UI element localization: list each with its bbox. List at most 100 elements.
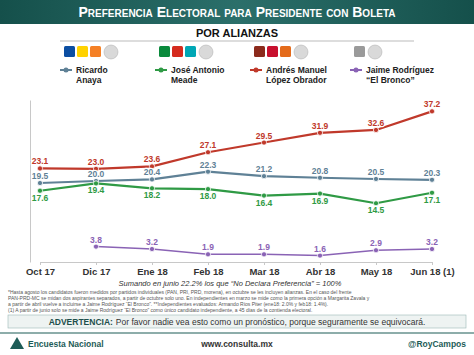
- subtitle: POR ALIANZAS: [196, 27, 278, 39]
- data-label: 14.5: [368, 205, 385, 215]
- data-label: 1.9: [202, 242, 214, 252]
- series-marker: [261, 252, 266, 257]
- series-marker: [373, 248, 378, 253]
- data-label: 23.1: [32, 156, 49, 166]
- data-label: 3.8: [90, 235, 102, 245]
- x-tick-label: Abr 18: [306, 266, 336, 277]
- data-label: 17.6: [32, 193, 49, 203]
- x-axis: Oct 17 Dic 17 Ene 18 Feb 18 Mar 18 Abr 18 May …: [26, 262, 455, 277]
- x-tick: Oct 17: [26, 262, 55, 277]
- data-label: 27.1: [200, 140, 217, 150]
- series-marker: [93, 244, 98, 249]
- data-label: 2.9: [370, 238, 382, 248]
- x-tick: Mar 18: [249, 262, 279, 277]
- data-label: 16.4: [256, 198, 273, 208]
- data-label: 32.6: [368, 118, 385, 128]
- data-labels: 19.5 20.0 20.4 22.3 21.2 20.8 20.5 20.3 17.6 19.4…: [32, 99, 441, 253]
- data-label: 19.5: [32, 171, 49, 181]
- data-label: 23.0: [88, 157, 105, 167]
- legend-swatch-marker: [254, 68, 259, 73]
- legend-entry: Andrés ManuelLópez Obrador: [250, 45, 327, 85]
- x-tick-mark: [432, 262, 433, 265]
- data-label: 20.5: [368, 167, 385, 177]
- footer-survey: Encuesta Nacional: [28, 339, 104, 349]
- candidate-photo: [294, 45, 308, 59]
- sum-note: Sumando en junio 22.2% los que “No Decla…: [119, 279, 342, 288]
- series-marker: [149, 246, 154, 251]
- data-label: 1.6: [314, 244, 326, 254]
- series-marker: [205, 252, 210, 257]
- title: Preferencia Electoral para Presidente co…: [78, 4, 395, 20]
- legend-label-line: Jaime Rodríguez: [366, 65, 434, 75]
- data-label: 19.4: [88, 185, 105, 195]
- data-label: 22.3: [200, 160, 217, 170]
- data-label: 37.2: [424, 99, 441, 109]
- data-label: 20.3: [424, 168, 441, 178]
- legend-label-line: José Antonio: [171, 65, 225, 75]
- legend-label-line: “El Bronco”: [366, 75, 415, 85]
- annotations: Sumando en junio 22.2% los que “No Decla…: [8, 279, 370, 313]
- data-label: 16.9: [312, 196, 329, 206]
- data-label: 3.2: [146, 237, 158, 247]
- legend-label: José AntonioMeade: [171, 65, 225, 85]
- data-label: 23.6: [144, 154, 161, 164]
- party-logo: [172, 46, 183, 57]
- data-label: 18.0: [200, 191, 217, 201]
- series-marker: [261, 174, 266, 179]
- party-logo: [77, 46, 88, 57]
- x-tick: Abr 18: [306, 262, 336, 277]
- party-logo: [64, 46, 75, 57]
- legend: RicardoAnaya José AntonioMeade Andrés Manu…: [60, 45, 434, 85]
- series-marker: [37, 180, 42, 185]
- warning: ADVERTENCIA:Por favor nadie vea esto com…: [49, 317, 426, 327]
- legend-label: RicardoAnaya: [76, 65, 108, 85]
- series-marker: [261, 140, 266, 145]
- x-tick-mark: [208, 262, 209, 265]
- legend-swatch-marker: [159, 68, 164, 73]
- x-tick: May 18: [361, 262, 393, 277]
- data-label: 20.0: [88, 169, 105, 179]
- party-logo: [90, 46, 101, 57]
- legend-label: Jaime Rodríguez“El Bronco”: [366, 65, 434, 85]
- x-tick-mark: [152, 262, 153, 265]
- legend-label-line: Anaya: [76, 75, 102, 85]
- series-marker: [373, 127, 378, 132]
- series-marker: [373, 176, 378, 181]
- series-marker: [317, 130, 322, 135]
- x-tick-label: May 18: [361, 266, 393, 277]
- footer-handle: @RoyCampos: [408, 339, 466, 349]
- legend-label-line: Ricardo: [76, 65, 108, 75]
- data-label: 17.1: [424, 195, 441, 205]
- x-tick-label: Dic 17: [83, 266, 111, 277]
- data-label: 20.8: [312, 166, 329, 176]
- x-tick-label: Feb 18: [193, 266, 223, 277]
- party-logo: [267, 46, 278, 57]
- x-tick: Ene 18: [137, 262, 168, 277]
- footer-logo: [10, 337, 24, 349]
- footnote-line: (1) A partir de junio solo se mide a Jai…: [8, 307, 312, 313]
- series-marker: [429, 109, 434, 114]
- x-tick-mark: [264, 262, 265, 265]
- x-tick-mark: [40, 262, 41, 265]
- legend-label: Andrés ManuelLópez Obrador: [266, 65, 327, 85]
- x-tick-label: Jun 18 (1): [410, 266, 454, 277]
- warning-body: Por favor nadie vea esto como un pronóst…: [116, 317, 426, 327]
- party-logo: [254, 46, 265, 57]
- data-label: 20.4: [144, 167, 161, 177]
- series-marker: [429, 246, 434, 251]
- warning-box: [8, 315, 466, 328]
- x-axis-line: [41, 262, 433, 263]
- chart: Preferencia Electoral para Presidente co…: [0, 0, 474, 355]
- x-tick-label: Mar 18: [249, 266, 279, 277]
- data-label: 1.9: [258, 242, 270, 252]
- y-axis-line: [30, 101, 31, 263]
- candidate-photo: [368, 45, 382, 59]
- legend-entry: RicardoAnaya: [60, 45, 118, 85]
- x-tick: Dic 17: [83, 262, 111, 277]
- series-marker: [205, 150, 210, 155]
- x-tick: Jun 18 (1): [410, 262, 454, 277]
- footer-url: www.consulta.mx: [200, 339, 273, 349]
- party-logo: [159, 46, 170, 57]
- data-label: 21.2: [256, 164, 273, 174]
- series-marker: [317, 253, 322, 258]
